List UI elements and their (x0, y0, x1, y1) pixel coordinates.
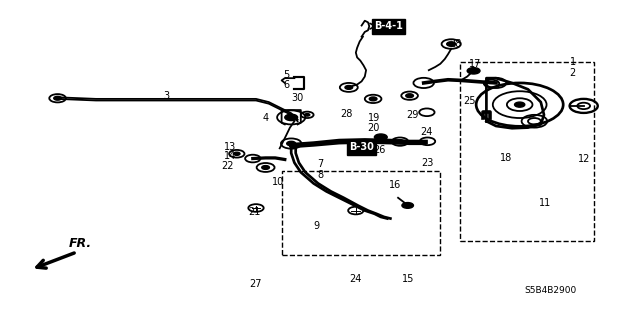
Text: 21: 21 (248, 207, 261, 217)
Text: 11: 11 (539, 197, 552, 208)
Circle shape (396, 140, 404, 144)
Text: 10: 10 (272, 177, 285, 187)
Circle shape (285, 114, 298, 121)
Text: 26: 26 (373, 145, 386, 155)
Text: B-4-1: B-4-1 (374, 21, 403, 31)
Circle shape (447, 42, 456, 46)
Text: 3: 3 (163, 91, 170, 101)
Circle shape (54, 96, 61, 100)
Text: 28: 28 (449, 39, 462, 49)
Bar (460, 62, 594, 241)
Text: 8: 8 (317, 170, 323, 180)
Text: 27: 27 (250, 279, 262, 289)
Text: 14: 14 (224, 151, 237, 161)
Text: 22: 22 (221, 161, 234, 171)
Circle shape (374, 134, 387, 140)
Circle shape (305, 114, 310, 116)
Text: 16: 16 (388, 180, 401, 190)
Bar (282, 171, 440, 255)
Text: 17: 17 (468, 59, 481, 69)
Text: S5B4B2900: S5B4B2900 (524, 286, 577, 295)
Text: 24: 24 (420, 127, 433, 137)
Circle shape (515, 102, 525, 107)
Text: 7: 7 (317, 159, 323, 169)
Text: 28: 28 (340, 109, 353, 119)
Text: 1: 1 (570, 57, 576, 67)
Circle shape (406, 94, 413, 98)
Text: 29: 29 (406, 110, 419, 121)
Circle shape (262, 166, 269, 169)
Circle shape (287, 141, 296, 146)
Text: 6: 6 (284, 79, 290, 90)
Text: 13: 13 (224, 142, 237, 152)
Text: 30: 30 (291, 93, 304, 103)
Text: 12: 12 (577, 154, 590, 164)
Text: 9: 9 (314, 221, 320, 232)
Text: 24: 24 (349, 274, 362, 284)
Text: 15: 15 (402, 274, 415, 284)
Text: 20: 20 (367, 122, 380, 133)
Text: 18: 18 (499, 153, 512, 163)
Text: 19: 19 (367, 113, 380, 123)
Text: B-30: B-30 (349, 142, 374, 152)
Circle shape (369, 97, 377, 101)
Text: 23: 23 (421, 158, 434, 168)
Text: 2: 2 (570, 68, 576, 78)
Circle shape (345, 85, 353, 89)
Circle shape (234, 152, 240, 155)
Circle shape (467, 68, 480, 74)
Text: FR.: FR. (69, 237, 92, 250)
Text: 25: 25 (463, 96, 476, 107)
Text: 5: 5 (284, 70, 290, 80)
Text: 4: 4 (262, 113, 269, 123)
Circle shape (402, 203, 413, 208)
